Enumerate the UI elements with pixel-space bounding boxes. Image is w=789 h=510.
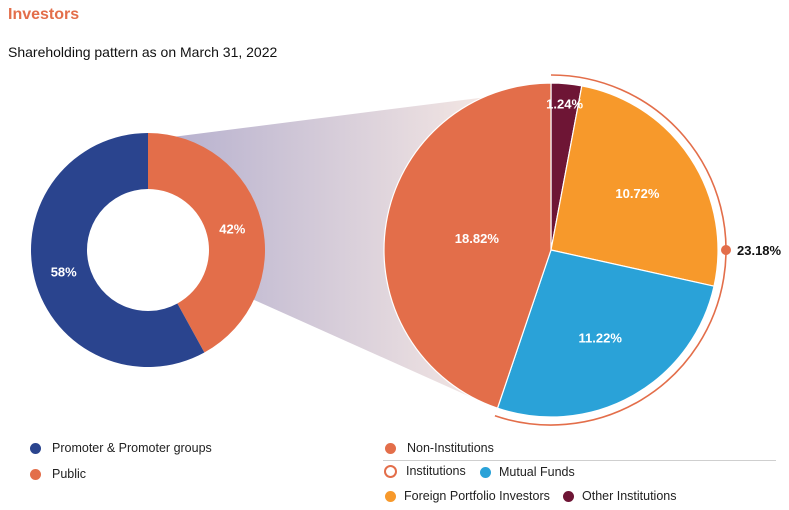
donut-data-label: 42% — [219, 221, 245, 236]
legend-label: Foreign Portfolio Investors — [404, 489, 550, 503]
non-institutions-swatch-icon — [385, 442, 396, 454]
institutions-ring — [494, 74, 727, 426]
other-institutions-swatch-icon — [563, 490, 574, 502]
page-title: Investors — [8, 6, 80, 23]
legend-item-other-institutions: Other Institutions — [563, 489, 677, 503]
donut-slice-public — [148, 133, 266, 353]
pie-data-label: 10.72% — [615, 186, 660, 201]
pie-data-label: 11.22% — [579, 330, 623, 345]
institutions-ring-icon — [384, 464, 397, 478]
legend-item-fpi: Foreign Portfolio Investors — [385, 489, 550, 503]
legend-label: Promoter & Promoter groups — [52, 441, 212, 455]
institutions-marker — [721, 245, 731, 255]
donut-slice-promoter-promoter-groups — [31, 133, 205, 367]
donut-data-label: 58% — [51, 265, 77, 280]
pie-data-label: 1.24% — [546, 97, 583, 112]
institutions-total-label: 23.18% — [737, 243, 782, 258]
fpi-swatch-icon — [385, 490, 396, 502]
pie-data-label: 18.82% — [455, 231, 500, 246]
chart-subtitle: Shareholding pattern as on March 31, 202… — [8, 44, 278, 60]
promoter-swatch-icon — [30, 442, 41, 454]
legend-label: Public — [52, 467, 87, 481]
pie-slice-foreign-portfolio-investors — [550, 85, 719, 287]
legend-label: Institutions — [406, 464, 466, 478]
legend-divider — [383, 460, 776, 461]
legend-label: Non-Institutions — [407, 441, 494, 455]
mutual-funds-swatch-icon — [480, 466, 491, 478]
shareholding-chart: 42% 58% 23.18% 1.24% 10.72% 11.22% 18.82% — [31, 74, 782, 426]
legend-item-public: Public — [30, 467, 86, 481]
legend-item-promoter: Promoter & Promoter groups — [30, 441, 212, 455]
legend-item-institutions: Institutions — [384, 464, 466, 478]
pie-slice-mutual-funds — [496, 249, 715, 418]
public-swatch-icon — [30, 468, 41, 480]
legend-label: Other Institutions — [582, 489, 677, 503]
legend-item-mutual-funds: Mutual Funds — [480, 465, 575, 479]
pie-slice-non-institutions — [383, 82, 552, 409]
legend-label: Mutual Funds — [499, 465, 575, 479]
legend-item-non-institutions: Non-Institutions — [385, 441, 494, 455]
